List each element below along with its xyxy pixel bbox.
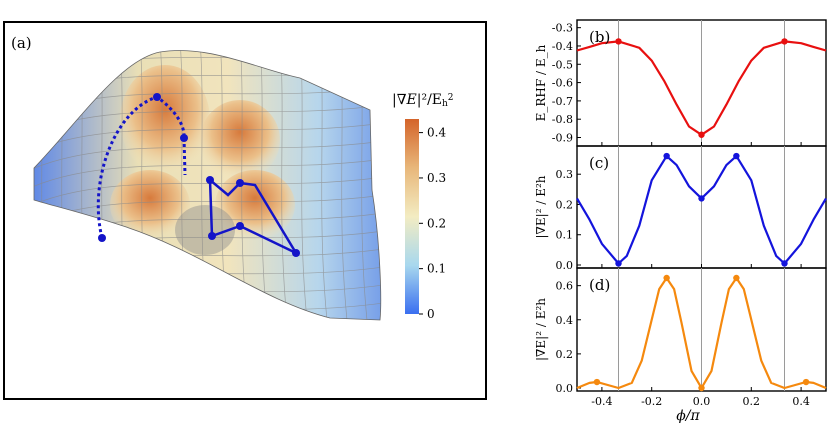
y-tick-label: -0.7 xyxy=(552,95,573,108)
y-tick-label: -0.6 xyxy=(552,77,573,90)
right-panels: -0.3 -0.4 -0.5 -0.6 -0.7 -0.8 -0.9 (b) E_RHF / E… xyxy=(534,19,827,408)
dashed-path xyxy=(96,95,186,239)
panel-c: 0.3 0.2 0.1 0.0 (c) |∇E|² / E²h xyxy=(534,145,827,272)
x-tick-label: -0.2 xyxy=(641,395,662,408)
colorbar-tick-label: 0.2 xyxy=(427,216,446,230)
data-point xyxy=(802,378,810,386)
data-point xyxy=(733,274,740,282)
path-point xyxy=(236,222,244,230)
data-point xyxy=(615,38,622,45)
y-tick-label: 0.1 xyxy=(556,229,574,242)
y-tick-label: -0.3 xyxy=(552,22,573,35)
y-tick-label: 0.2 xyxy=(556,198,574,211)
data-point xyxy=(615,260,622,267)
data-point xyxy=(698,384,705,392)
y-tick-label: 0.0 xyxy=(556,259,574,272)
surface-outline xyxy=(33,50,382,321)
data-point xyxy=(663,152,670,160)
path-points xyxy=(98,93,300,257)
path-point xyxy=(98,234,106,242)
data-point xyxy=(593,378,601,386)
y-tick-label: 0.6 xyxy=(556,280,574,293)
colorbar-title: |∇E|²/Eh2 xyxy=(392,92,454,109)
panel-d: 0.6 0.4 0.2 0.0 -0.4 -0.2 0.0 0.2 0.4 (d) |∇̄E|² /… xyxy=(534,267,827,408)
colorbar-tick-label: 0 xyxy=(427,307,435,321)
colorbar-tick-label: 0.4 xyxy=(427,126,446,140)
panel-label: (d) xyxy=(589,276,610,294)
panel-a-frame xyxy=(3,21,487,400)
y-tick-label: 0.4 xyxy=(556,314,574,327)
colorbar xyxy=(405,119,419,314)
x-axis-label: ϕ/π xyxy=(676,408,700,424)
path-point xyxy=(153,93,161,101)
x-tick-label: 0.2 xyxy=(743,395,761,408)
y-axis-label: |∇E|² / E²h xyxy=(534,175,548,238)
path-point xyxy=(292,249,300,257)
x-tick-label: 0.0 xyxy=(693,395,711,408)
solid-path xyxy=(208,177,300,256)
y-axis-label: E_RHF / E_h xyxy=(534,44,548,121)
data-point xyxy=(698,195,705,202)
data-point xyxy=(781,260,788,267)
data-point xyxy=(781,38,788,45)
path-point xyxy=(208,232,216,240)
colorbar-tick-label: 0.3 xyxy=(427,171,446,185)
x-tick-label: 0.4 xyxy=(792,395,810,408)
data-point xyxy=(663,274,670,282)
path-point xyxy=(236,179,244,187)
y-tick-label: -0.4 xyxy=(552,40,573,53)
panel-label: (c) xyxy=(589,154,609,172)
y-tick-label: -0.9 xyxy=(552,132,573,145)
colorbar-ticks: 0.4 0.3 0.2 0.1 0 xyxy=(419,126,446,321)
path-point xyxy=(180,134,188,142)
path-point xyxy=(206,176,214,184)
dashed-path-drop xyxy=(182,137,187,176)
y-axis-label: |∇̄E|² / E²h xyxy=(534,298,548,361)
panel-b: -0.3 -0.4 -0.5 -0.6 -0.7 -0.8 -0.9 (b) E_RHF / E… xyxy=(534,19,827,147)
x-tick-label: -0.4 xyxy=(591,395,612,408)
data-point xyxy=(698,131,705,138)
y-tick-label: -0.5 xyxy=(552,58,573,71)
y-tick-label: 0.3 xyxy=(556,168,574,181)
y-tick-label: -0.8 xyxy=(552,113,573,126)
colorbar-tick-label: 0.1 xyxy=(427,262,446,276)
y-tick-label: 0.0 xyxy=(556,382,574,395)
panel-label: (b) xyxy=(589,28,610,46)
panel-a-label: (a) xyxy=(11,34,32,52)
data-point xyxy=(733,152,740,160)
y-tick-label: 0.2 xyxy=(556,348,574,361)
